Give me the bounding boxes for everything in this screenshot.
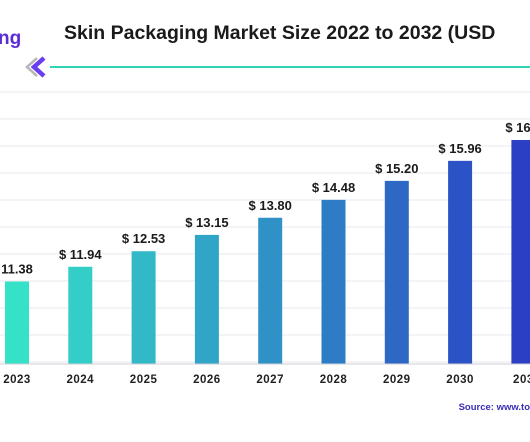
bar-2027	[258, 217, 283, 364]
value-label-2029: $ 15.20	[375, 161, 418, 176]
bar-chart: 11.38 $ 11.94 $ 12.53 $ 13.15 $ 13.80 $ 14.48…	[0, 91, 530, 386]
x-tick-2023: 2023	[3, 374, 31, 386]
value-label-2028: $ 14.48	[312, 180, 355, 195]
value-label-2030: $ 15.96	[438, 141, 481, 156]
bar-2028	[321, 199, 346, 364]
value-label-2027: $ 13.80	[249, 198, 292, 213]
title-underline	[25, 56, 530, 78]
x-tick-2031: 203	[513, 374, 530, 386]
value-label-2025: $ 12.53	[122, 231, 165, 246]
x-tick-2025: 2025	[130, 374, 158, 386]
bar-2024	[68, 266, 93, 364]
chevron-left-icon[interactable]	[25, 56, 46, 78]
value-label-2026: $ 13.15	[185, 215, 228, 230]
bar-2023	[5, 281, 29, 364]
bar-2031	[511, 140, 530, 364]
x-tick-2027: 2027	[256, 374, 284, 386]
x-tick-2024: 2024	[67, 374, 95, 386]
bar-2026	[194, 234, 219, 364]
bar-2030	[448, 160, 473, 364]
value-label-2031: $ 16.7	[505, 120, 530, 135]
value-label-2024: $ 11.94	[59, 247, 102, 262]
x-tick-2028: 2028	[320, 374, 348, 386]
x-tick-2030: 2030	[446, 374, 474, 386]
value-label-2023: 11.38	[1, 262, 33, 277]
bar-2029	[384, 180, 409, 364]
x-tick-2026: 2026	[193, 374, 221, 386]
bars-group	[5, 140, 530, 364]
bar-2025	[131, 251, 156, 364]
x-tick-2029: 2029	[383, 374, 411, 386]
x-axis-ticks: 2023 2024 2025 2026 2027 2028 2029 2030 203	[0, 363, 530, 386]
value-labels-group: 11.38 $ 11.94 $ 12.53 $ 13.15 $ 13.80 $ 14.48…	[1, 120, 530, 276]
brand-logo-fragment: ng	[0, 28, 22, 49]
chart-title: Skin Packaging Market Size 2022 to 2032 …	[64, 22, 496, 44]
source-note: Source: www.to	[458, 402, 530, 413]
